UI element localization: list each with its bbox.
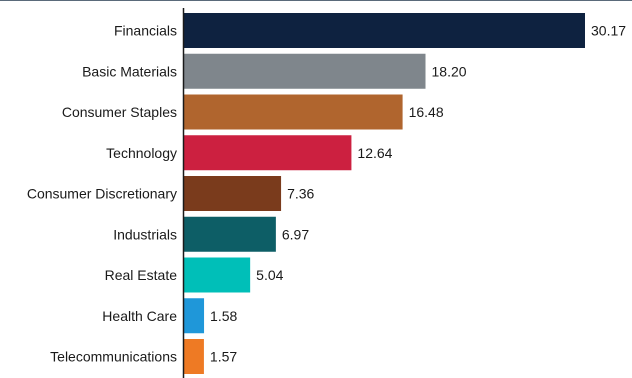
value-label-telecommunications: 1.57 (210, 349, 237, 365)
category-label-financials: Financials (114, 23, 177, 39)
bar-real-estate (183, 257, 251, 293)
category-label-technology: Technology (106, 145, 177, 161)
category-label-basic-materials: Basic Materials (82, 63, 177, 79)
bar-technology (183, 135, 352, 171)
bars-layer (183, 13, 585, 374)
category-label-telecommunications: Telecommunications (50, 349, 177, 365)
bar-consumer-discretionary (183, 176, 282, 211)
bar-consumer-staples (183, 94, 403, 130)
value-label-technology: 12.64 (357, 145, 392, 161)
bar-telecommunications (183, 339, 204, 374)
bar-health-care (183, 298, 205, 334)
bar-financials (183, 13, 585, 48)
bar-basic-materials (183, 53, 426, 89)
value-labels: 30.17 18.20 16.48 12.64 7.36 6.97 5.04 1.58 1.57 (210, 23, 626, 365)
category-label-consumer-staples: Consumer Staples (62, 104, 177, 120)
value-label-health-care: 1.58 (210, 308, 237, 324)
category-label-consumer-discretionary: Consumer Discretionary (27, 186, 177, 202)
value-label-financials: 30.17 (591, 23, 626, 39)
category-label-industrials: Industrials (113, 226, 177, 242)
value-label-consumer-staples: 16.48 (409, 104, 444, 120)
bar-industrials (183, 216, 276, 252)
value-label-real-estate: 5.04 (256, 267, 283, 283)
category-labels: Financials Basic Materials Consumer Staple… (27, 23, 177, 365)
value-label-basic-materials: 18.20 (432, 63, 467, 79)
value-label-consumer-discretionary: 7.36 (287, 186, 314, 202)
category-label-real-estate: Real Estate (105, 267, 178, 283)
value-label-industrials: 6.97 (282, 226, 309, 242)
category-label-health-care: Health Care (102, 308, 177, 324)
